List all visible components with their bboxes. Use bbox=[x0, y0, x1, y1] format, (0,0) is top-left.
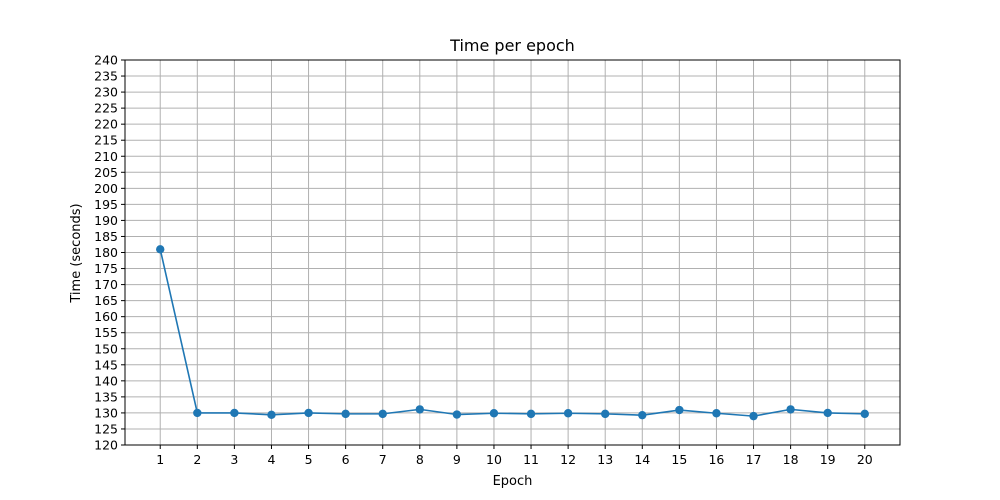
data-point bbox=[638, 410, 647, 420]
series-line bbox=[159, 249, 865, 417]
y-tick-label: 210 bbox=[94, 149, 118, 164]
data-point bbox=[304, 408, 313, 418]
data-point bbox=[452, 410, 462, 419]
y-tick-label: 220 bbox=[94, 117, 118, 132]
y-tick-label: 185 bbox=[94, 229, 118, 244]
y-tick-label: 125 bbox=[94, 421, 118, 436]
x-tick-label: 5 bbox=[305, 452, 313, 467]
y-tick-label: 130 bbox=[94, 405, 118, 420]
y-tick-label: 150 bbox=[94, 341, 118, 356]
x-tick-label: 17 bbox=[746, 452, 762, 467]
x-tick-label: 12 bbox=[560, 452, 576, 467]
x-tick-label: 19 bbox=[820, 452, 836, 467]
y-tick-label: 225 bbox=[94, 101, 118, 116]
y-tick-label: 120 bbox=[94, 438, 118, 453]
data-point bbox=[601, 409, 610, 419]
data-point bbox=[230, 408, 239, 418]
y-tick-label: 240 bbox=[94, 53, 118, 68]
y-tick-label: 235 bbox=[94, 69, 118, 84]
x-tick-label: 10 bbox=[486, 452, 502, 467]
y-tick-label: 155 bbox=[94, 325, 118, 340]
x-axis-label: Epoch bbox=[493, 474, 533, 489]
data-point bbox=[860, 409, 869, 419]
chart-title: Time per epoch bbox=[449, 36, 575, 55]
data-point bbox=[415, 405, 424, 414]
y-tick-label: 135 bbox=[94, 389, 118, 404]
data-point bbox=[489, 409, 499, 418]
y-tick-label: 160 bbox=[94, 309, 118, 324]
data-point bbox=[193, 408, 202, 418]
y-tick-label: 215 bbox=[94, 133, 118, 148]
y-tick-label: 190 bbox=[94, 213, 118, 228]
data-point bbox=[563, 409, 573, 418]
y-tick-label: 205 bbox=[94, 165, 118, 180]
data-point bbox=[786, 405, 795, 414]
x-tick-label: 3 bbox=[230, 452, 238, 467]
data-point bbox=[341, 409, 350, 419]
y-axis-label: Time (seconds) bbox=[69, 203, 84, 303]
x-tick-label: 8 bbox=[416, 452, 424, 467]
y-tick-label: 230 bbox=[94, 85, 118, 100]
y-tick-label: 165 bbox=[94, 293, 118, 308]
x-tick-label: 1 bbox=[156, 452, 164, 467]
y-tick-label: 170 bbox=[94, 277, 118, 292]
data-point bbox=[823, 408, 832, 418]
x-tick-label: 11 bbox=[523, 452, 539, 467]
data-point bbox=[526, 409, 536, 419]
y-tick-label: 200 bbox=[94, 181, 118, 196]
axis-ticks: 1 2 3 4 5 6 7 8 9 10 11 12 13 14 15 16 17 18 19 20120125130… bbox=[94, 53, 873, 468]
data-point bbox=[378, 409, 387, 419]
x-tick-label: 13 bbox=[597, 452, 613, 467]
data-point bbox=[267, 410, 276, 420]
x-tick-label: 7 bbox=[379, 452, 387, 467]
data-point bbox=[675, 405, 684, 415]
y-tick-label: 175 bbox=[94, 261, 118, 276]
y-tick-label: 195 bbox=[94, 197, 118, 212]
x-tick-label: 15 bbox=[671, 452, 687, 467]
data-point bbox=[156, 245, 165, 254]
data-point bbox=[749, 411, 758, 421]
x-tick-label: 16 bbox=[708, 452, 724, 467]
x-tick-label: 2 bbox=[193, 452, 201, 467]
y-tick-label: 140 bbox=[94, 373, 118, 388]
x-tick-label: 4 bbox=[267, 452, 275, 467]
x-tick-label: 9 bbox=[453, 452, 461, 467]
y-tick-label: 180 bbox=[94, 245, 118, 260]
x-tick-label: 14 bbox=[634, 452, 650, 467]
x-tick-label: 20 bbox=[857, 452, 873, 467]
data-point bbox=[712, 409, 721, 418]
x-tick-label: 18 bbox=[783, 452, 799, 467]
series-layer bbox=[156, 245, 869, 421]
x-tick-label: 6 bbox=[342, 452, 350, 467]
y-tick-label: 145 bbox=[94, 357, 118, 372]
